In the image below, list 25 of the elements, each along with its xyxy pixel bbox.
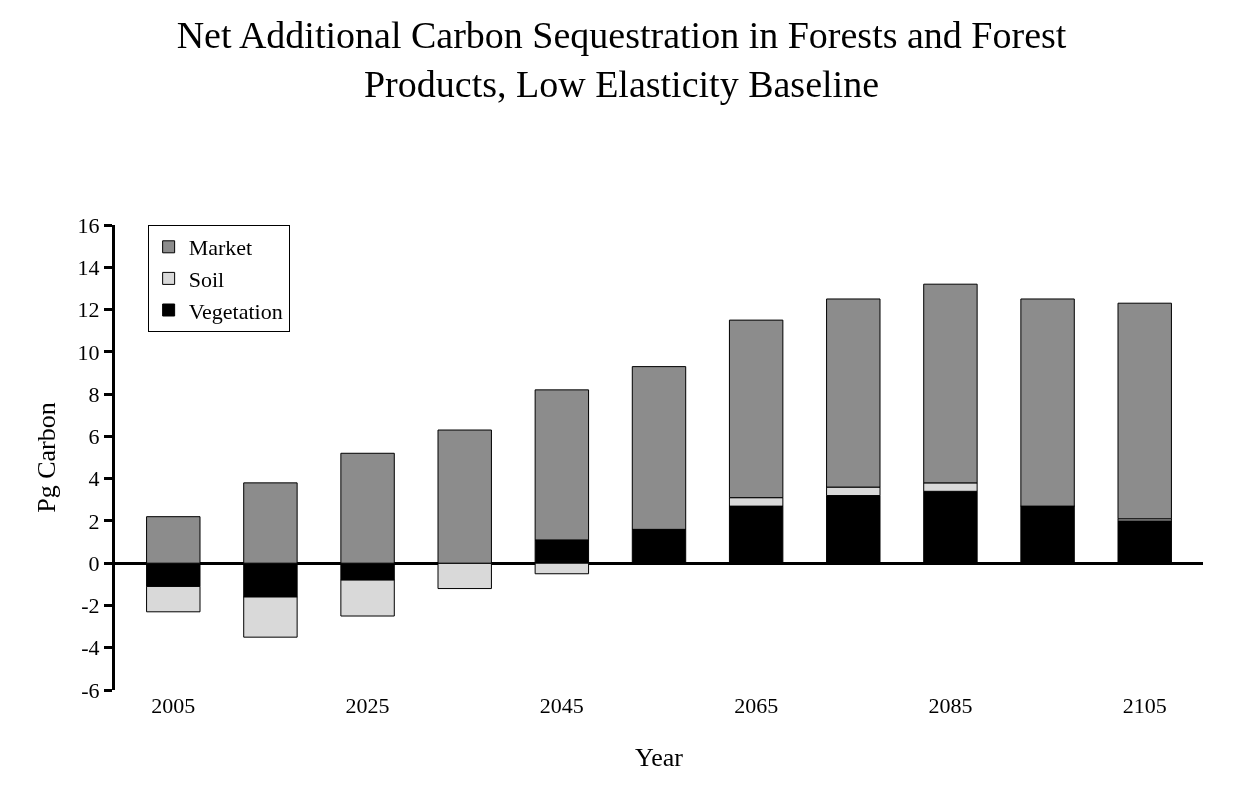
x-tick-label: 2045	[539, 693, 584, 718]
y-tick-label: 0	[88, 550, 100, 576]
x-tick-label: 2025	[345, 693, 390, 718]
x-tick-label: 2085	[928, 693, 973, 718]
y-tick-label: -6	[81, 677, 100, 703]
y-tick-label: 8	[88, 381, 100, 407]
legend-label: Vegetation	[188, 298, 283, 324]
y-tick-label: 10	[77, 339, 100, 365]
y-tick-label: -2	[81, 593, 100, 619]
y-tick-label: -4	[81, 635, 100, 661]
y-tick-label: 14	[77, 254, 100, 280]
legend-label: Market	[188, 235, 253, 261]
x-tick-label: 2005	[151, 693, 196, 718]
chart-title: Net Additional Carbon Sequestration in Forests and Forest Products, Low Elasticity Baseline	[176, 14, 1067, 106]
x-axis-title: Year	[635, 742, 684, 772]
y-tick-label: 16	[77, 212, 100, 238]
legend-label: Soil	[188, 266, 225, 292]
bar	[1117, 302, 1172, 520]
y-tick-label: 6	[88, 424, 100, 450]
y-tick-label: 12	[77, 297, 100, 323]
x-tick-label: 2105	[1122, 693, 1167, 718]
y-axis-title: Pg Carbon	[32, 402, 61, 513]
y-tick-label: 4	[88, 466, 100, 492]
x-tick-label: 2065	[734, 693, 779, 718]
y-tick-label: 2	[88, 508, 100, 534]
